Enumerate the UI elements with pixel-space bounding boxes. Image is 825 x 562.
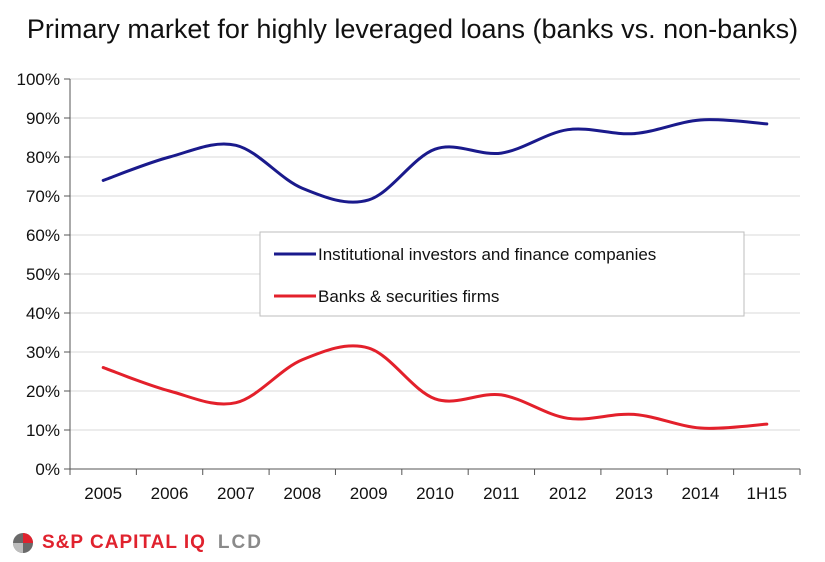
legend: Institutional investors and finance comp… [259,231,745,317]
brand-product: LCD [217,532,263,553]
y-tick-label: 40% [26,304,60,323]
x-tick-label: 2007 [217,484,255,503]
y-tick-label: 0% [35,460,60,479]
legend-label-institutional: Institutional investors and finance comp… [318,245,656,264]
x-tick-label: 2005 [84,484,122,503]
y-tick-label: 70% [26,187,60,206]
chart-title: Primary market for highly leveraged loan… [26,14,799,44]
x-tick-label: 2012 [549,484,587,503]
y-tick-label: 100% [17,70,60,89]
series-lines [101,118,769,430]
x-tick-label: 2013 [615,484,653,503]
chart-canvas: 0%10%20%30%40%50%60%70%80%90%100% 2005 20… [17,70,801,503]
x-tick-label: 2008 [283,484,321,503]
x-tick-label: 2006 [151,484,189,503]
y-tick-label: 90% [26,109,60,128]
brand-logo: S&P CAPITAL IQ LCD [12,530,263,556]
y-tick-label: 20% [26,382,60,401]
x-tick-label: 2011 [483,484,520,503]
y-tick-label: 30% [26,343,60,362]
series-line-banks [101,344,769,430]
y-tick-label: 50% [26,265,60,284]
y-tick-label: 60% [26,226,60,245]
x-tick-label: 1H15 [746,484,787,503]
y-tick-label: 80% [26,148,60,167]
y-axis-ticks: 0% 10% 20% 30% 40% 50% 60% 70% 80% 90% 100% [17,70,60,479]
x-axis-ticks: 2005 2006 2007 2008 2009 2010 2011 2012 2013 2014… [84,484,787,503]
legend-label-banks: Banks & securities firms [318,287,499,306]
axes [64,78,801,475]
series-line-institutional [101,118,769,204]
x-tick-label: 2009 [350,484,388,503]
x-tick-label: 2010 [416,484,454,503]
brand-name: S&P CAPITAL IQ [42,532,206,553]
y-tick-label: 10% [26,421,60,440]
sp-logo-icon [13,533,33,553]
x-tick-label: 2014 [682,484,720,503]
legend-box [259,231,745,317]
